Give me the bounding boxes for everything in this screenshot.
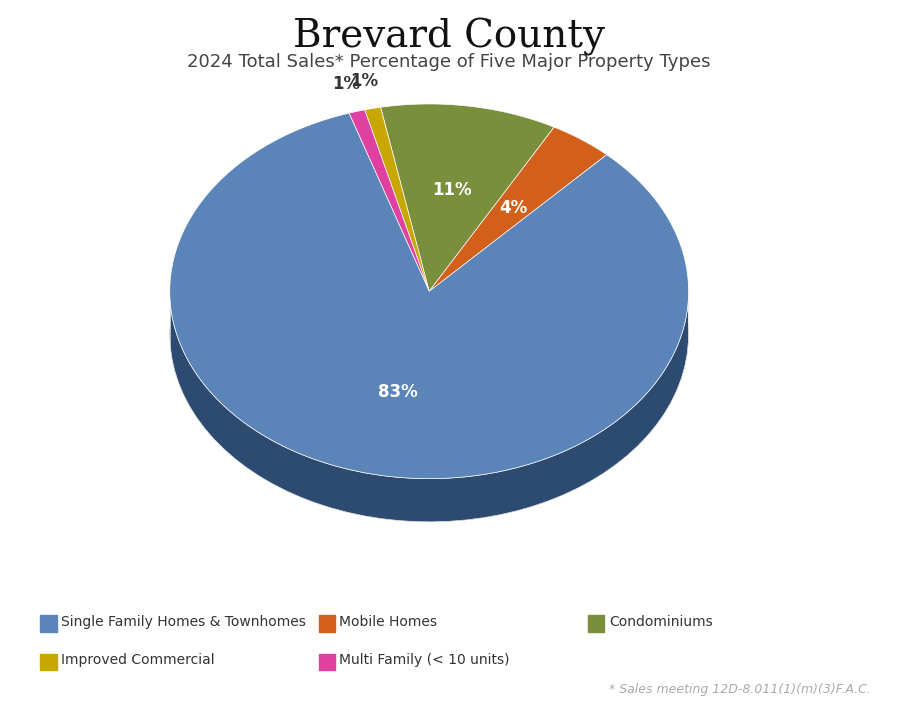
Polygon shape [171, 299, 689, 522]
Text: 83%: 83% [378, 383, 418, 401]
Polygon shape [349, 110, 429, 291]
Text: Brevard County: Brevard County [293, 18, 605, 56]
Bar [319, 615, 335, 632]
Polygon shape [170, 147, 689, 522]
Text: Mobile Homes: Mobile Homes [339, 615, 437, 629]
Text: 1%: 1% [332, 75, 360, 93]
Text: 2024 Total Sales* Percentage of Five Major Property Types: 2024 Total Sales* Percentage of Five Maj… [188, 53, 710, 71]
Text: Multi Family (< 10 units): Multi Family (< 10 units) [339, 653, 510, 667]
Text: 4%: 4% [499, 199, 527, 217]
Polygon shape [429, 127, 607, 291]
Bar [40, 654, 57, 671]
Text: 11%: 11% [432, 181, 471, 198]
Text: Condominiums: Condominiums [609, 615, 713, 629]
Bar [40, 615, 57, 632]
Text: 1%: 1% [350, 72, 378, 90]
Polygon shape [365, 108, 429, 291]
Bar [319, 654, 335, 671]
Text: Single Family Homes & Townhomes: Single Family Homes & Townhomes [61, 615, 306, 629]
Polygon shape [170, 113, 689, 479]
Text: Improved Commercial: Improved Commercial [61, 653, 215, 667]
Text: * Sales meeting 12D-8.011(1)(m)(3)F.A.C.: * Sales meeting 12D-8.011(1)(m)(3)F.A.C. [609, 683, 871, 696]
Polygon shape [381, 104, 554, 291]
Bar [588, 615, 604, 632]
